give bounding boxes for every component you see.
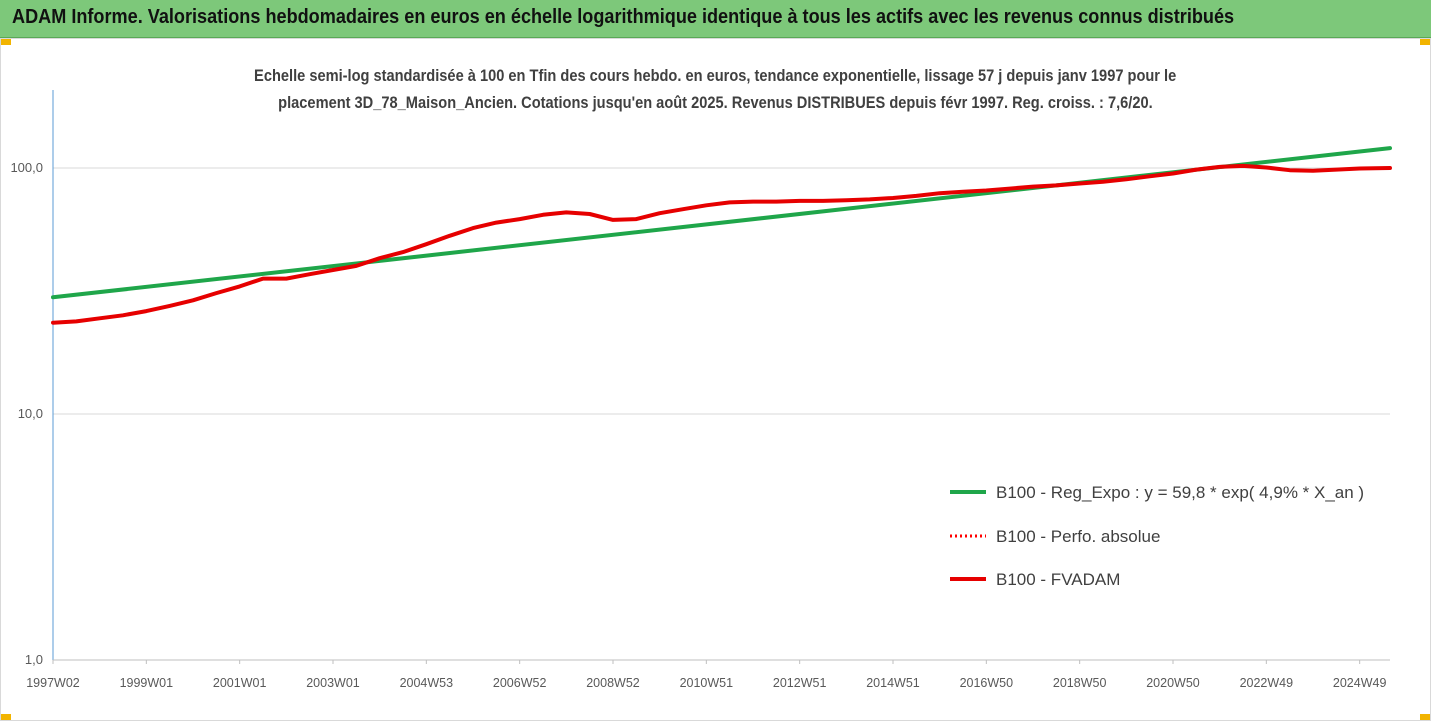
y-tick-label: 1,0 xyxy=(25,652,43,667)
chart-title-line-2: placement 3D_78_Maison_Ancien. Cotations… xyxy=(277,93,1153,112)
x-tick-label: 1997W02 xyxy=(26,676,80,690)
x-tick-label: 2020W50 xyxy=(1146,676,1200,690)
x-tick-label: 1999W01 xyxy=(120,676,174,690)
header-title: ADAM Informe. Valorisations hebdomadaire… xyxy=(12,6,1235,28)
chart-title-line-1: Echelle semi-log standardisée à 100 en T… xyxy=(253,66,1177,85)
series-line-2 xyxy=(51,163,1392,325)
y-tick-label: 100,0 xyxy=(10,160,43,175)
x-tick-label: 2004W53 xyxy=(400,676,454,690)
header-banner: ADAM Informe. Valorisations hebdomadaire… xyxy=(0,0,1431,38)
x-tick-label: 2010W51 xyxy=(680,676,734,690)
x-tick-label: 2003W01 xyxy=(306,676,360,690)
legend-label: B100 - Reg_Expo : y = 59,8 * exp( 4,9% *… xyxy=(996,483,1364,502)
corner-handle-top-left[interactable] xyxy=(0,38,11,45)
x-tick-label: 2018W50 xyxy=(1053,676,1107,690)
corner-handle-bottom-right[interactable] xyxy=(1420,714,1431,721)
x-tick-label: 2016W50 xyxy=(960,676,1014,690)
x-tick-label: 2001W01 xyxy=(213,676,267,690)
x-tick-label: 2024W49 xyxy=(1333,676,1387,690)
legend-label: B100 - Perfo. absolue xyxy=(996,527,1160,546)
corner-handle-bottom-left[interactable] xyxy=(0,714,11,721)
x-tick-label: 2006W52 xyxy=(493,676,547,690)
x-tick-label: 2012W51 xyxy=(773,676,827,690)
x-tick-label: 2022W49 xyxy=(1240,676,1294,690)
x-tick-label: 2008W52 xyxy=(586,676,640,690)
corner-handle-top-right[interactable] xyxy=(1420,38,1431,45)
legend-label: B100 - FVADAM xyxy=(996,570,1120,589)
x-tick-label: 2014W51 xyxy=(866,676,920,690)
y-tick-label: 10,0 xyxy=(18,406,43,421)
